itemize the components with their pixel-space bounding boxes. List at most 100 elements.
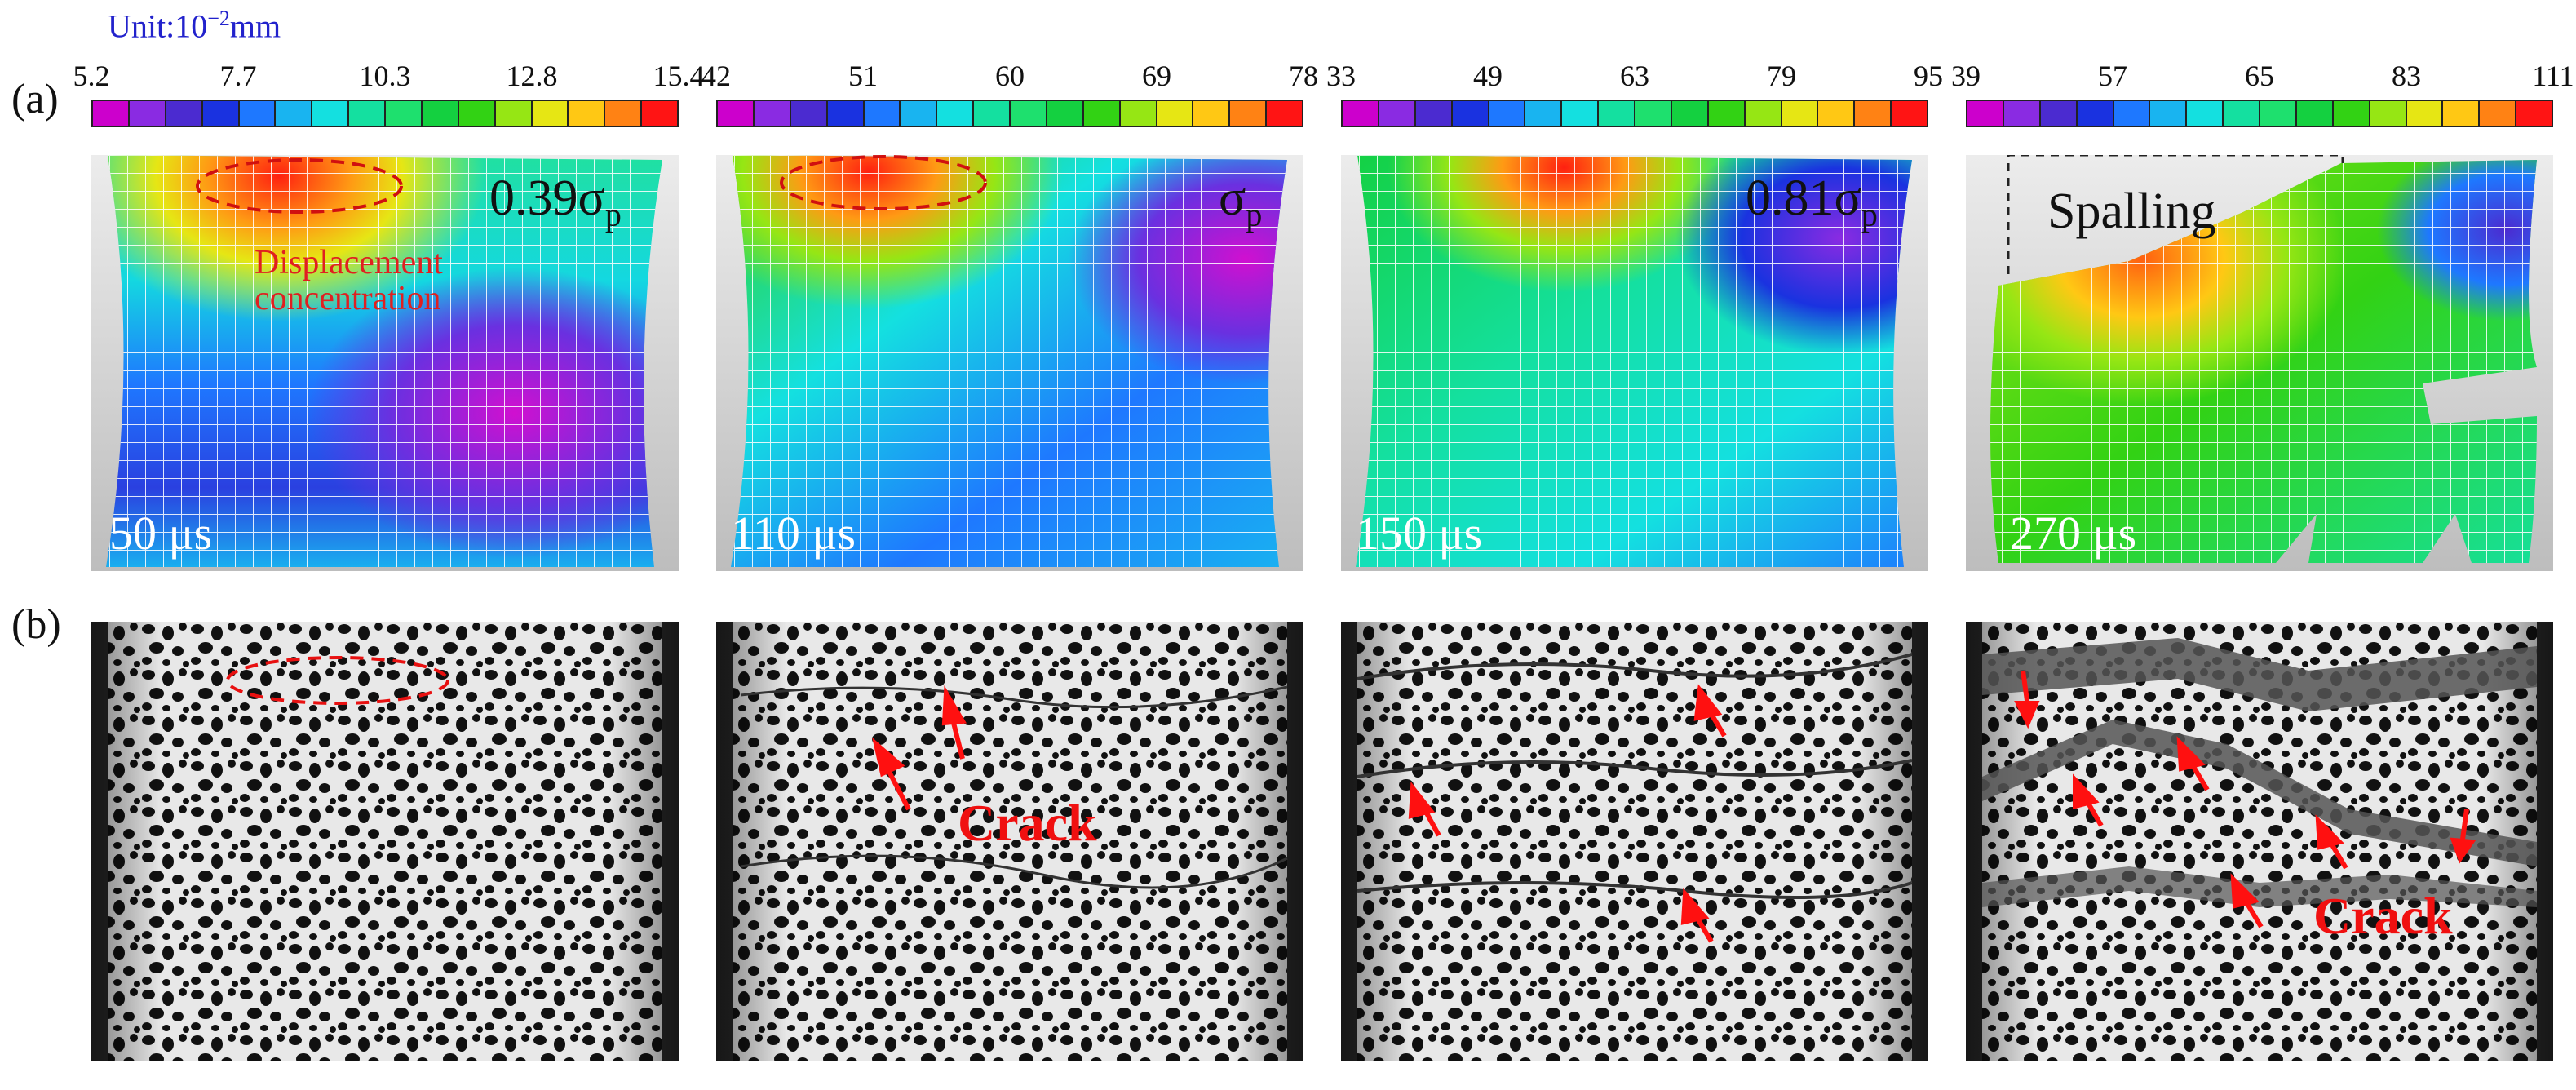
speckle-photo-4 <box>1966 622 2553 1061</box>
stress-label-1: 0.39σp <box>489 171 622 233</box>
displacement-field-4 <box>1990 155 2537 563</box>
crack-label-1: Crack <box>958 794 1097 852</box>
colorbar-swatch <box>2443 101 2481 126</box>
arrow-icon <box>1408 781 1441 837</box>
displacement-field-1 <box>106 155 662 567</box>
tick-label: 49 <box>1473 60 1503 92</box>
displacement-map-2 <box>716 155 1303 571</box>
tick-label: 95 <box>1914 60 1943 92</box>
colorbar-swatch <box>827 101 865 126</box>
colorbar-swatch <box>1671 101 1709 126</box>
arrow-icon <box>2073 773 2104 827</box>
colorbar-swatch <box>93 101 130 126</box>
colorbar-swatch <box>1267 101 1302 126</box>
arrow-icon <box>1680 888 1714 943</box>
crack-band <box>1982 720 2537 866</box>
crack-band <box>1982 638 2537 711</box>
colorbar-swatch <box>2077 101 2114 126</box>
concentration-ellipse <box>196 158 403 214</box>
tick-label: 7.7 <box>219 60 257 92</box>
colorbar-swatch <box>1047 101 1084 126</box>
tick-label: 12.8 <box>506 60 558 92</box>
colorbar-swatch <box>1193 101 1231 126</box>
spalling-outline <box>2007 155 2344 274</box>
colorbar-2 <box>716 100 1303 127</box>
colorbar-swatch <box>1635 101 1672 126</box>
colorbar-swatch <box>864 101 901 126</box>
tick-label: 33 <box>1326 60 1356 92</box>
colorbar-swatch <box>1343 101 1379 126</box>
crack-label-2: Crack <box>2313 887 2453 945</box>
colorbar-ticks-4: 39 57 65 83 111 <box>1951 59 2574 92</box>
time-label-2: 110 μs <box>731 507 856 560</box>
tick-label: 15.4 <box>653 60 705 92</box>
arrow-icon <box>2176 736 2210 791</box>
crack-band <box>1982 866 2537 907</box>
colorbar-swatch <box>1379 101 1416 126</box>
colorbar-swatch <box>1525 101 1563 126</box>
colorbar-swatch <box>239 101 277 126</box>
colorbar-swatch <box>2150 101 2188 126</box>
time-label-3: 150 μs <box>1356 507 1483 560</box>
colorbar-ticks-2: 42 51 60 69 78 <box>702 59 1318 92</box>
colorbar-swatch <box>495 101 533 126</box>
colorbar-swatch <box>2260 101 2297 126</box>
speckle-image-1 <box>91 622 679 1061</box>
colorbar-swatch <box>1782 101 1819 126</box>
colorbar-swatch <box>386 101 423 126</box>
speckle-image-2 <box>716 622 1303 1061</box>
stress-label-2: σp <box>1219 171 1263 233</box>
colorbar-swatch <box>1452 101 1489 126</box>
colorbar-swatch <box>2480 101 2517 126</box>
colorbar-swatch <box>2516 101 2552 126</box>
colorbar-swatch <box>129 101 166 126</box>
colorbar-swatch <box>605 101 643 126</box>
time-label-4: 270 μs <box>2010 507 2137 560</box>
tick-label: 60 <box>995 60 1025 92</box>
colorbar-swatch <box>1967 101 2004 126</box>
colorbar-4 <box>1966 100 2553 127</box>
colorbar-swatch <box>2187 101 2224 126</box>
colorbar-swatch <box>1083 101 1121 126</box>
colorbar-swatch <box>422 101 459 126</box>
colorbar-swatch <box>1708 101 1746 126</box>
colorbar-swatch <box>276 101 313 126</box>
arrow-icon <box>2450 809 2476 864</box>
colorbar-swatch <box>790 101 828 126</box>
displacement-concentration-label: Displacement concentration <box>255 244 443 318</box>
unit-exponent: −2 <box>207 7 230 30</box>
colorbar-swatch <box>166 101 203 126</box>
colorbar-swatch <box>2333 101 2370 126</box>
arrow-icon <box>2230 873 2264 928</box>
colorbar-ticks-3: 33 49 63 79 95 <box>1326 59 1943 92</box>
colorbar-swatch <box>458 101 496 126</box>
colorbar-swatch <box>974 101 1011 126</box>
speckle-photo-2 <box>716 622 1303 1061</box>
colorbar-swatch <box>2406 101 2444 126</box>
colorbar-swatch <box>1855 101 1892 126</box>
arrow-icon <box>872 737 911 811</box>
arrow-icon <box>941 685 967 760</box>
colorbar-swatch <box>1011 101 1047 126</box>
colorbar-swatch <box>642 101 677 126</box>
colorbar-swatch <box>1120 101 1157 126</box>
colorbar-swatch <box>754 101 791 126</box>
colorbar-1 <box>91 100 679 127</box>
speckle-photo-3 <box>1341 622 1928 1061</box>
crack-line <box>1357 881 1913 899</box>
tick-label: 42 <box>702 60 731 92</box>
row-label-b: (b) <box>11 601 61 648</box>
tick-label: 10.3 <box>359 60 411 92</box>
colorbar-swatch <box>2113 101 2151 126</box>
concentration-ellipse <box>226 656 449 705</box>
tick-label: 51 <box>848 60 878 92</box>
colorbar-swatch <box>1745 101 1782 126</box>
tick-label: 39 <box>1951 60 1981 92</box>
colorbar-swatch <box>1892 101 1927 126</box>
arrow-icon <box>2014 670 2040 729</box>
stress-label-3: 0.81σp <box>1746 171 1878 233</box>
arrow-icon <box>2315 814 2348 870</box>
concentration-ellipse <box>780 155 987 210</box>
colorbar-swatch <box>532 101 569 126</box>
tick-label: 63 <box>1620 60 1649 92</box>
